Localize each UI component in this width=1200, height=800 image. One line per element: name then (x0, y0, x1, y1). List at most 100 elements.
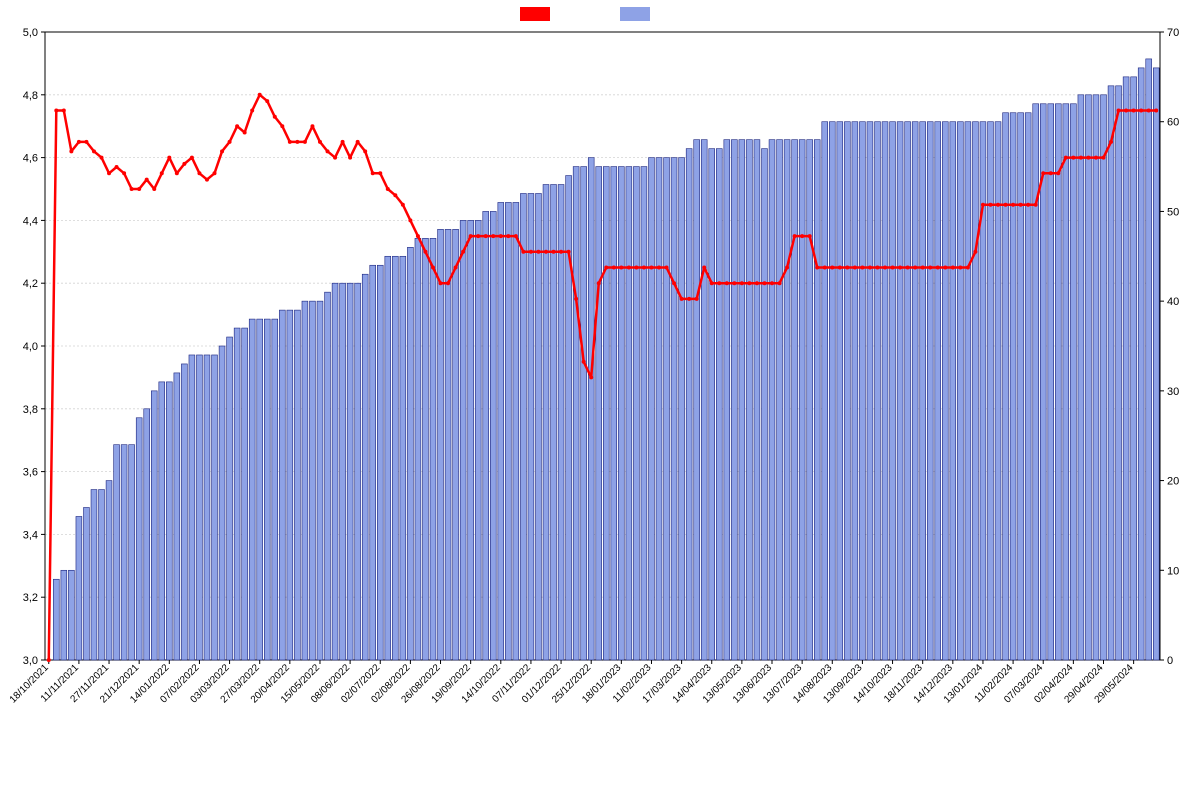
bar (746, 140, 752, 660)
bar (377, 265, 383, 660)
line-marker (84, 140, 88, 144)
line-marker (680, 297, 684, 301)
line-marker (363, 149, 367, 153)
bar (294, 310, 300, 660)
line-marker (778, 281, 782, 285)
bar (423, 238, 429, 660)
line-marker (815, 266, 819, 270)
bar (468, 220, 474, 660)
line-marker (567, 250, 571, 254)
bar (626, 167, 632, 660)
bar (264, 319, 270, 660)
bar (61, 570, 67, 660)
bar (611, 167, 617, 660)
bar (536, 193, 542, 660)
line-marker (906, 266, 910, 270)
bar (1093, 95, 1099, 660)
ytick-left-label: 3,4 (23, 529, 38, 541)
line-marker (928, 266, 932, 270)
ytick-right-label: 70 (1167, 27, 1179, 39)
bar (400, 256, 406, 660)
line-marker (469, 234, 473, 238)
bar (935, 122, 941, 660)
line-marker (649, 266, 653, 270)
bar (490, 211, 496, 660)
line-marker (182, 162, 186, 166)
bar (1063, 104, 1069, 660)
bar (1153, 68, 1159, 660)
line-marker (808, 234, 812, 238)
line-marker (235, 124, 239, 128)
bar (581, 167, 587, 660)
line-marker (401, 203, 405, 207)
bar (475, 220, 481, 660)
bar (91, 490, 97, 660)
bar (844, 122, 850, 660)
bar (340, 283, 346, 660)
bar (197, 355, 203, 660)
bar (754, 140, 760, 660)
bar (332, 283, 338, 660)
bar (957, 122, 963, 660)
line-marker (1117, 109, 1121, 113)
bar (498, 202, 504, 660)
line-marker (1019, 203, 1023, 207)
line-marker (506, 234, 510, 238)
line-marker (137, 187, 141, 191)
line-marker (687, 297, 691, 301)
bar (189, 355, 195, 660)
bar (799, 140, 805, 660)
bar (174, 373, 180, 660)
bar (792, 140, 798, 660)
line-marker (439, 281, 443, 285)
line-marker (258, 93, 262, 97)
line-marker (416, 234, 420, 238)
line-marker (205, 178, 209, 182)
bar (942, 122, 948, 660)
line-marker (190, 156, 194, 160)
line-marker (1049, 171, 1053, 175)
bar (566, 176, 572, 660)
ytick-left-label: 3,6 (23, 467, 38, 479)
bar (972, 122, 978, 660)
line-marker (484, 234, 488, 238)
bar (867, 122, 873, 660)
line-marker (1132, 109, 1136, 113)
bar (415, 238, 421, 660)
line-marker (1041, 171, 1045, 175)
ytick-left-label: 3,2 (23, 592, 38, 604)
bar (1018, 113, 1024, 660)
line-marker (122, 171, 126, 175)
bar (1116, 86, 1122, 660)
line-marker (830, 266, 834, 270)
bar (1108, 86, 1114, 660)
line-marker (130, 187, 134, 191)
bar (76, 516, 82, 660)
line-marker (973, 250, 977, 254)
line-marker (529, 250, 533, 254)
line-marker (996, 203, 1000, 207)
bar (385, 256, 391, 660)
bar (287, 310, 293, 660)
line-marker (702, 266, 706, 270)
bar (1101, 95, 1107, 660)
line-marker (838, 266, 842, 270)
line-marker (657, 266, 661, 270)
bar (362, 274, 368, 660)
line-marker (981, 203, 985, 207)
ytick-left-label: 3,8 (23, 404, 38, 416)
bar (407, 247, 413, 660)
bar (588, 158, 594, 660)
line-marker (454, 266, 458, 270)
bar (694, 140, 700, 660)
bar (121, 445, 127, 660)
bar (852, 122, 858, 660)
line-marker (634, 266, 638, 270)
line-marker (845, 266, 849, 270)
bar (1146, 59, 1152, 660)
line-marker (62, 109, 66, 113)
line-marker (250, 109, 254, 113)
ytick-left-label: 5,0 (23, 27, 38, 39)
bar (739, 140, 745, 660)
line-marker (1079, 156, 1083, 160)
